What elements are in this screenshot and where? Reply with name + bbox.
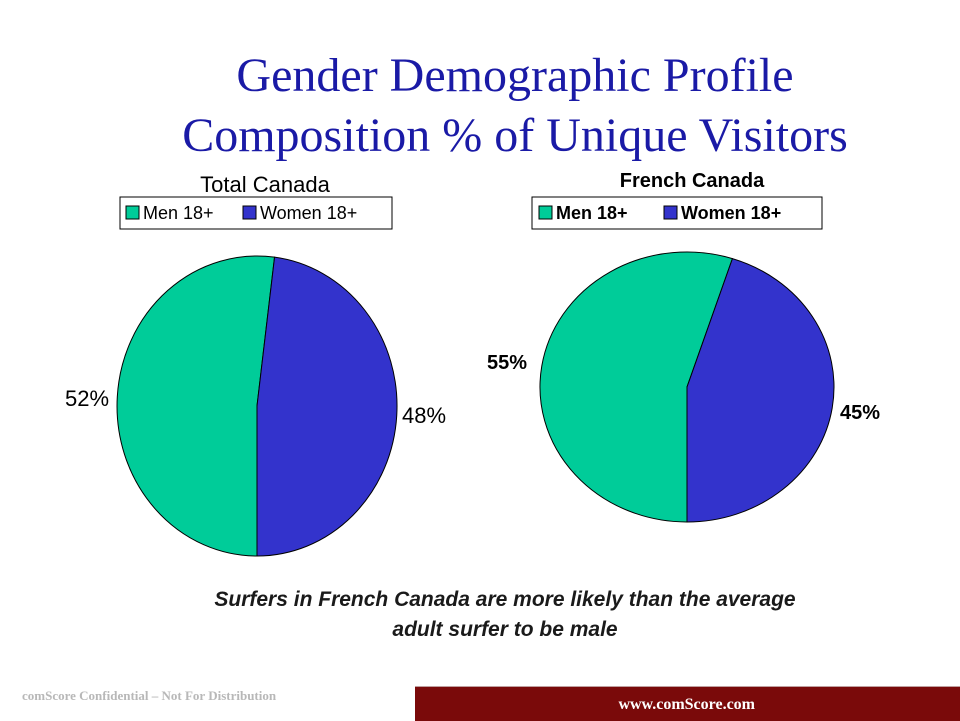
legend-total-canada: Men 18+ Women 18+ bbox=[119, 196, 393, 230]
chart-title-french-canada: French Canada bbox=[620, 170, 765, 192]
caption: Surfers in French Canada are more likely… bbox=[100, 585, 910, 645]
footer-url-link[interactable]: www.comScore.com bbox=[618, 696, 755, 713]
legend-swatch-men bbox=[538, 205, 553, 220]
legend-label-men: Men 18+ bbox=[143, 203, 214, 223]
chart-total-canada: Total Canada Men 18+ Women 18+ 52% 48% bbox=[65, 172, 446, 557]
caption-line-2: adult surfer to be male bbox=[392, 618, 618, 641]
pie-slice-men bbox=[539, 251, 734, 523]
data-label-women: 45% bbox=[840, 402, 880, 424]
legend-label-men: Men 18+ bbox=[556, 203, 628, 223]
chart-french-canada: French Canada Men 18+ Women 18+ 55% 45% bbox=[487, 170, 880, 523]
title-line-1: Gender Demographic Profile bbox=[236, 49, 794, 102]
title-line-2: Composition % of Unique Visitors bbox=[182, 109, 848, 162]
caption-line-1: Surfers in French Canada are more likely… bbox=[214, 588, 796, 611]
data-label-men: 55% bbox=[487, 352, 527, 374]
legend-swatch-women bbox=[663, 205, 678, 220]
data-label-men: 52% bbox=[65, 386, 109, 411]
slide-title: Gender Demographic Profile Composition %… bbox=[0, 46, 960, 166]
footer-confidential: comScore Confidential – Not For Distribu… bbox=[22, 688, 277, 703]
pie-slice-women bbox=[256, 256, 398, 557]
pie-slice-women bbox=[686, 257, 835, 523]
legend-label-women: Women 18+ bbox=[260, 203, 357, 223]
chart-title-total-canada: Total Canada bbox=[200, 172, 330, 197]
legend-box bbox=[119, 196, 393, 230]
legend-french-canada: Men 18+ Women 18+ bbox=[531, 196, 823, 230]
data-label-women: 48% bbox=[402, 403, 446, 428]
legend-label-women: Women 18+ bbox=[681, 203, 781, 223]
legend-swatch-men bbox=[125, 205, 140, 220]
footer-bar: www.comScore.com bbox=[415, 686, 960, 721]
legend-swatch-women bbox=[242, 205, 257, 220]
pie-slice-men bbox=[116, 255, 276, 557]
